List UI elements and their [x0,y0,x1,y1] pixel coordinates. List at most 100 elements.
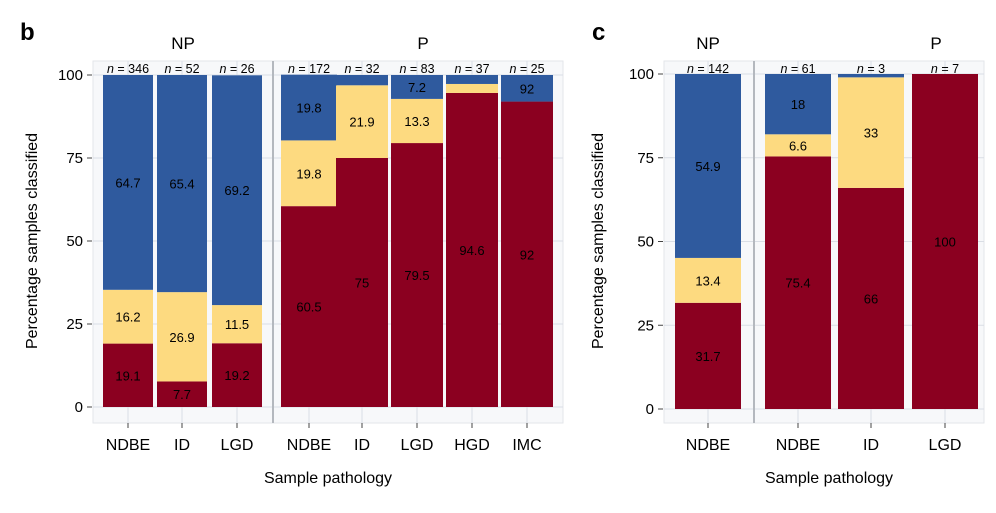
bar-segment-b-red-3 [281,206,337,407]
n-label-b-2: n = 26 [219,62,254,76]
n-label-b-1: n = 52 [164,62,199,76]
data-label-b-yellow-3: 19.8 [296,166,321,181]
x-tick-label-b-4: ID [354,437,370,454]
data-label-b-yellow-5: 13.3 [404,114,429,129]
bar-segment-b-red-4 [336,158,388,407]
x-axis-label-b: Sample pathology [264,470,392,487]
bar-segment-c-red-2 [838,187,904,409]
y-tick-label-b-0: 0 [75,399,83,416]
y-axis-label-c: Percentage samples classified [590,133,607,349]
data-label-b-red-0: 19.1 [115,368,140,383]
bar-segment-b-red-7 [501,101,553,407]
data-label-b-red-3: 60.5 [296,300,321,315]
bar-segment-b-blue-2 [212,75,262,306]
y-axis-label-b: Percentage samples classified [24,133,41,349]
chart-panel-b: 0 25 50 75 100 NP P 19.1 16.2 64.7 n = 346 NDBE 7.7 2… [58,34,564,454]
data-label-b-red-6: 94.6 [459,243,484,258]
bar-segment-b-blue-5 [391,75,443,99]
x-tick-label-b-1: ID [174,437,190,454]
bar-segment-c-blue-1 [765,74,831,135]
x-tick-label-c-2: ID [863,437,879,454]
data-label-b-blue-2: 69.2 [224,183,249,198]
data-label-b-blue-0: 64.7 [115,175,140,190]
data-label-b-red-4: 75 [355,276,369,291]
bar-segment-b-blue-3 [281,74,337,141]
bar-segment-b-red-6 [446,92,498,407]
bar-segment-b-yellow-6 [446,83,498,93]
data-label-b-yellow-2: 11.5 [225,317,249,332]
x-tick-label-b-6: HGD [454,437,490,454]
x-tick-label-b-0: NDBE [106,437,150,454]
bar-segment-c-red-3 [912,74,978,409]
bar-segment-b-blue-4 [336,75,388,86]
y-tick-label-c-0: 0 [646,401,654,418]
x-tick-label-c-3: LGD [929,437,962,454]
y-tick-label-b-25: 25 [66,316,83,333]
n-label-c-0: n = 142 [687,62,729,76]
bar-segment-b-red-1 [157,381,207,407]
data-label-c-red-0: 31.7 [695,349,720,364]
data-label-b-blue-1: 65.4 [169,177,194,192]
data-label-c-red-1: 75.4 [785,276,810,291]
data-label-b-yellow-0: 16.2 [115,310,140,325]
data-label-b-blue-5: 7.2 [408,80,426,95]
bar-segment-c-red-1 [765,156,831,409]
panel-label-c: c [592,19,605,46]
data-label-c-yellow-2: 33 [864,126,878,141]
data-label-b-yellow-1: 26.9 [169,330,194,345]
x-tick-label-c-0: NDBE [686,437,730,454]
panel-label-b: b [20,19,35,46]
bar-segment-c-yellow-0 [675,257,741,303]
y-tick-label-c-25: 25 [637,317,654,334]
bar-segment-b-blue-0 [103,75,153,290]
n-label-c-1: n = 61 [780,62,815,76]
data-label-b-red-5: 79.5 [404,268,429,283]
data-label-c-red-2: 66 [864,291,878,306]
bar-segment-b-yellow-0 [103,289,153,344]
n-label-b-3: n = 172 [288,62,330,76]
bar-segment-c-yellow-1 [765,134,831,157]
y-tick-label-b-100: 100 [58,67,83,84]
bar-segment-b-yellow-4 [336,85,388,158]
bar-segment-b-blue-7 [501,75,553,102]
n-label-c-2: n = 3 [857,62,885,76]
data-label-b-red-2: 19.2 [224,368,249,383]
x-tick-label-b-3: NDBE [287,437,331,454]
x-tick-label-b-7: IMC [512,437,541,454]
n-label-c-3: n = 7 [931,62,959,76]
x-tick-label-b-5: LGD [401,437,434,454]
data-label-b-yellow-4: 21.9 [349,115,374,130]
group-label-b-p: P [417,34,428,53]
bar-segment-b-yellow-2 [212,305,262,344]
bar-segment-c-red-0 [675,302,741,409]
bar-segment-b-red-0 [103,343,153,407]
chart-panel-c: 0 25 50 75 100 NP P 31.7 13.4 54.9 n = 142 NDBE 75.4… [629,34,985,454]
n-label-b-0: n = 346 [107,62,149,76]
bar-segment-b-red-5 [391,143,443,407]
group-label-b-np: NP [171,34,195,53]
bar-segment-b-blue-1 [157,75,207,293]
bar-segment-b-yellow-1 [157,292,207,382]
y-tick-label-b-75: 75 [66,150,83,167]
bar-segment-b-red-2 [212,343,262,407]
data-label-c-blue-1: 18 [791,97,805,112]
n-label-b-5: n = 83 [399,62,434,76]
n-label-b-7: n = 25 [509,62,544,76]
data-label-c-yellow-1: 6.6 [789,138,807,153]
bar-segment-b-yellow-3 [281,140,337,207]
bar-segment-c-blue-0 [675,74,741,258]
bar-segment-b-yellow-5 [391,98,443,144]
y-tick-label-c-75: 75 [637,150,654,167]
bar-segment-b-blue-6 [446,75,498,84]
group-label-c-np: NP [696,34,720,53]
bar-segment-c-yellow-2 [838,77,904,188]
bar-segment-c-blue-2 [838,74,904,78]
data-label-b-red-1: 7.7 [173,387,191,402]
x-tick-label-b-2: LGD [221,437,254,454]
n-label-b-6: n = 37 [454,62,489,76]
data-label-b-blue-3: 19.8 [296,101,321,116]
n-label-b-4: n = 32 [344,62,379,76]
data-label-b-blue-7: 92 [520,81,534,96]
data-label-c-blue-0: 54.9 [695,159,720,174]
